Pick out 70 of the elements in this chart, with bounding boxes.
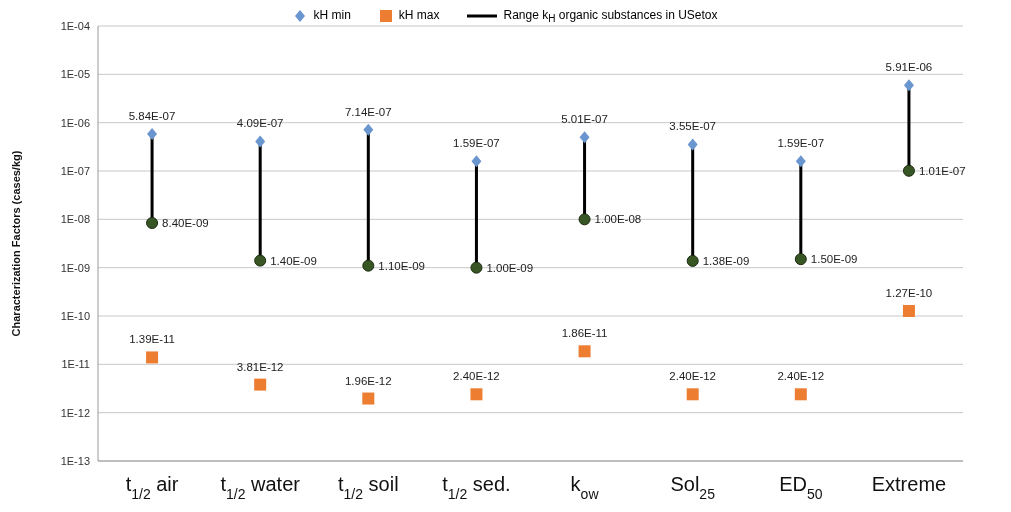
y-tick-label: 1E-13 (60, 454, 90, 467)
point (254, 378, 267, 391)
data-label: 2.40E-12 (777, 370, 825, 383)
point (686, 388, 699, 401)
data-label: 1.59E-07 (453, 137, 500, 150)
point (146, 216, 159, 229)
y-tick-label: 1E-05 (60, 68, 90, 81)
y-tick-label: 1E-06 (60, 116, 90, 129)
point (471, 155, 482, 168)
data-label: 3.81E-12 (236, 360, 284, 373)
y-tick-label: 1E-10 (60, 309, 90, 322)
data-label: 3.55E-07 (669, 120, 717, 133)
y-axis-title: Characterization Factors (cases/kg) (9, 150, 22, 337)
point (255, 135, 266, 148)
point (794, 253, 807, 266)
data-label: 1.40E-09 (270, 254, 317, 267)
y-tick-label: 1E-07 (60, 164, 90, 177)
point (794, 388, 807, 401)
point (254, 254, 267, 267)
point (146, 351, 159, 364)
x-tick-label: t$_{1/2}$ air (125, 473, 179, 502)
data-label: 1.39E-11 (129, 333, 175, 346)
y-tick-label: 1E-04 (60, 19, 90, 32)
x-tick-label: k$_{ow}$ (570, 473, 600, 502)
point (362, 392, 375, 405)
y-tick-label: 1E-12 (60, 406, 90, 419)
data-label: 1.50E-09 (810, 253, 858, 266)
data-label: 5.91E-06 (885, 61, 933, 74)
y-tick-label: 1E-08 (60, 213, 90, 226)
data-label: 4.09E-07 (236, 117, 284, 130)
x-tick-label: t$_{1/2}$ water (220, 473, 301, 502)
y-tick-label: 1E-09 (60, 261, 90, 274)
data-label: 1.96E-12 (344, 374, 392, 387)
data-label: 1.86E-11 (561, 327, 608, 340)
point (903, 79, 914, 92)
legend-label: Range k$_{H}$ organic substances in USetox (503, 8, 718, 25)
data-label: 1.00E-09 (486, 261, 534, 274)
point (686, 254, 699, 267)
data-label: 2.40E-12 (669, 370, 717, 383)
data-label: 8.40E-09 (162, 216, 209, 229)
point (578, 345, 591, 358)
x-tick-label: Sol$_{25}$ (670, 473, 716, 502)
data-label: 2.40E-12 (453, 370, 500, 383)
data-label: 1.27E-10 (885, 286, 933, 299)
point (902, 164, 915, 177)
data-label: 1.38E-09 (702, 254, 750, 267)
data-label: 5.01E-07 (561, 113, 608, 126)
data-label: 1.10E-09 (378, 259, 425, 272)
data-label: 1.59E-07 (777, 137, 825, 150)
legend-label: kH min (313, 8, 351, 22)
x-tick-label: t$_{1/2}$ soil (338, 473, 399, 502)
point (795, 155, 806, 168)
x-tick-label: Extreme (871, 473, 947, 495)
point (578, 213, 591, 226)
point (470, 261, 483, 274)
point (363, 123, 374, 136)
x-tick-label: ED$_{50}$ (779, 473, 823, 502)
point (147, 127, 158, 140)
data-label: 7.14E-07 (344, 105, 392, 118)
point (362, 259, 375, 272)
y-tick-label: 1E-11 (61, 358, 90, 371)
data-label: 1.00E-08 (594, 213, 642, 226)
point (470, 388, 483, 401)
point (902, 304, 915, 317)
point (687, 138, 698, 151)
data-label: 1.01E-07 (918, 164, 966, 177)
x-tick-label: t$_{1/2}$ sed. (442, 473, 511, 502)
point (579, 131, 590, 144)
data-label: 5.84E-07 (128, 109, 176, 122)
legend-label: kH max (398, 8, 440, 22)
